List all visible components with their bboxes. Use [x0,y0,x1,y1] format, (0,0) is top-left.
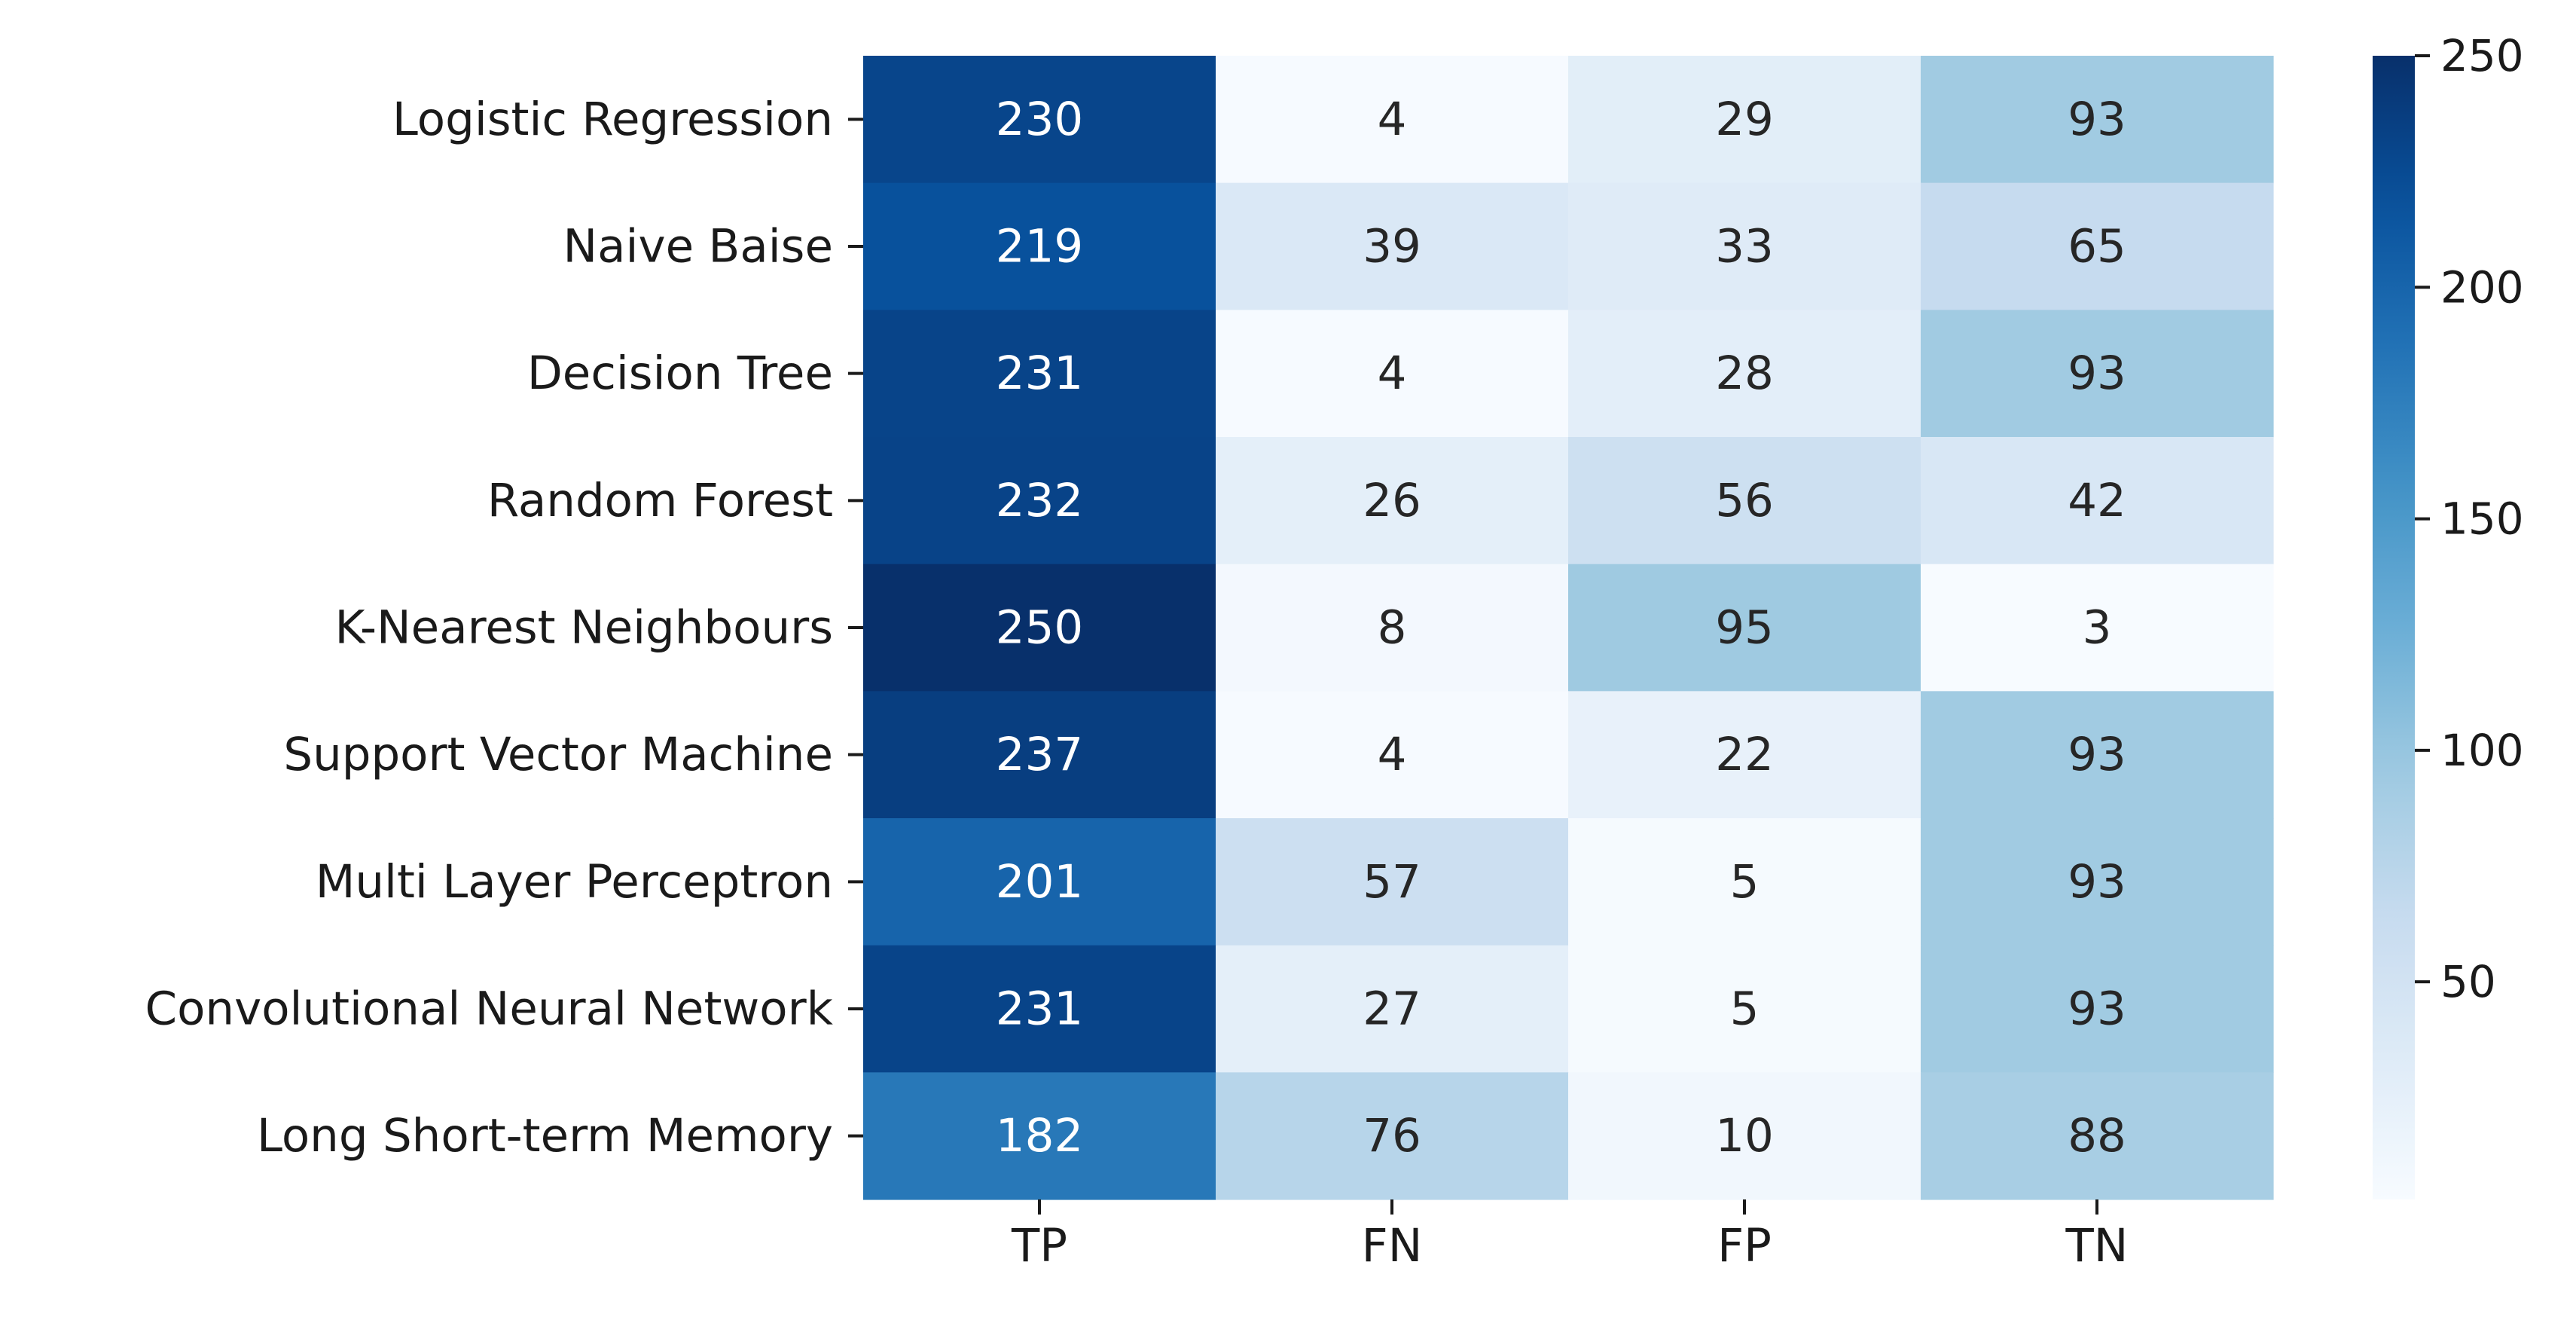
cell-multi-layer-perceptron-tp [863,818,1216,946]
cell-support-vector-machine-fn [1216,691,1569,819]
cell-decision-tree-fn [1216,310,1569,438]
cell-logistic-regression-tp [863,56,1216,184]
cell-value-label: 3 [2083,601,2112,655]
cell-value-label: 88 [2068,1109,2126,1163]
cell-k-nearest-neighbours-tp [863,564,1216,692]
cell-decision-tree-tn [1921,310,2274,438]
cell-multi-layer-perceptron-fn [1216,818,1569,946]
y-tick-label: Multi Layer Perceptron [316,855,833,909]
cell-value-label: 93 [2068,728,2126,781]
cell-value-label: 93 [2068,347,2126,400]
cell-random-forest-fp [1568,437,1921,565]
cell-value-label: 33 [1715,220,1774,273]
cell-value-label: 201 [996,855,1083,909]
cell-random-forest-tn [1921,437,2274,565]
cell-convolutional-neural-network-fp [1568,945,1921,1073]
cell-value-label: 26 [1363,474,1421,527]
cell-convolutional-neural-network-tp [863,945,1216,1073]
x-tick-label: FP [1717,1219,1772,1273]
x-tick-label: TP [1011,1219,1067,1273]
y-tick-label: Logistic Regression [392,93,833,146]
cell-support-vector-machine-tp [863,691,1216,819]
heatmap-cells: 230 4 29 93 219 39 33 65 231 4 28 93 232 26 56 42 250 8 95… [863,56,2274,1200]
x-tick-label: TN [2065,1219,2129,1273]
y-axis: Logistic Regression Naive Baise Decision T… [145,93,863,1163]
cell-value-label: 5 [1730,982,1760,1036]
cell-naive-baise-fn [1216,182,1569,310]
x-tick-label: FN [1362,1219,1423,1273]
cell-k-nearest-neighbours-fp [1568,564,1921,692]
cell-convolutional-neural-network-fn [1216,945,1569,1073]
cell-value-label: 8 [1378,601,1407,655]
cell-value-label: 231 [996,347,1083,400]
cell-multi-layer-perceptron-fp [1568,818,1921,946]
cell-random-forest-fn [1216,437,1569,565]
colorbar-tick-label: 150 [2440,493,2524,545]
cell-value-label: 4 [1378,347,1407,400]
cell-value-label: 10 [1715,1109,1774,1163]
cell-value-label: 93 [2068,93,2126,146]
cell-value-label: 76 [1363,1109,1421,1163]
cell-value-label: 39 [1363,220,1421,273]
cell-value-label: 232 [996,474,1083,527]
cell-multi-layer-perceptron-tn [1921,818,2274,946]
colorbar-tick-label: 100 [2440,725,2524,776]
cell-value-label: 95 [1715,601,1774,655]
cell-random-forest-tp [863,437,1216,565]
cell-support-vector-machine-fp [1568,691,1921,819]
colorbar-tick-label: 50 [2440,956,2496,1007]
cell-value-label: 57 [1363,855,1421,909]
cell-long-short-term-memory-tp [863,1072,1216,1200]
cell-k-nearest-neighbours-fn [1216,564,1569,692]
cell-logistic-regression-fp [1568,56,1921,184]
cell-value-label: 237 [996,728,1083,781]
cell-value-label: 182 [996,1109,1083,1163]
cell-naive-baise-tn [1921,182,2274,310]
cell-value-label: 250 [996,601,1083,655]
cell-value-label: 93 [2068,982,2126,1036]
cell-long-short-term-memory-fp [1568,1072,1921,1200]
cell-convolutional-neural-network-tn [1921,945,2274,1073]
cell-naive-baise-fp [1568,182,1921,310]
x-axis: TP FN FP TN [1011,1199,2128,1273]
cell-k-nearest-neighbours-tn [1921,564,2274,692]
cell-value-label: 5 [1730,855,1760,909]
y-tick-label: Long Short-term Memory [257,1109,833,1163]
cell-value-label: 29 [1715,93,1774,146]
cell-value-label: 219 [996,220,1083,273]
cell-decision-tree-tp [863,310,1216,438]
colorbar-tick-label: 200 [2440,261,2524,313]
cell-support-vector-machine-tn [1921,691,2274,819]
cell-value-label: 4 [1378,728,1407,781]
colorbar-gradient [2373,56,2415,1199]
cell-value-label: 42 [2068,474,2126,527]
y-tick-label: Random Forest [487,474,833,527]
colorbar: 50 100 150 200 250 [2373,30,2524,1199]
y-tick-label: Convolutional Neural Network [145,982,834,1036]
cell-long-short-term-memory-fn [1216,1072,1569,1200]
cell-logistic-regression-tn [1921,56,2274,184]
cell-value-label: 56 [1715,474,1774,527]
colorbar-tick-label: 250 [2440,30,2524,81]
cell-logistic-regression-fn [1216,56,1569,184]
cell-value-label: 93 [2068,855,2126,909]
y-tick-label: Decision Tree [527,347,833,400]
cell-value-label: 4 [1378,93,1407,146]
cell-value-label: 22 [1715,728,1774,781]
cell-long-short-term-memory-tn [1921,1072,2274,1200]
cell-naive-baise-tp [863,182,1216,310]
cell-value-label: 27 [1363,982,1421,1036]
y-tick-label: Naive Baise [563,220,833,273]
cell-value-label: 230 [996,93,1083,146]
y-tick-label: Support Vector Machine [283,728,833,781]
cell-value-label: 28 [1715,347,1774,400]
cell-value-label: 65 [2068,220,2126,273]
y-tick-label: K-Nearest Neighbours [334,601,833,655]
cell-decision-tree-fp [1568,310,1921,438]
cell-value-label: 231 [996,982,1083,1036]
